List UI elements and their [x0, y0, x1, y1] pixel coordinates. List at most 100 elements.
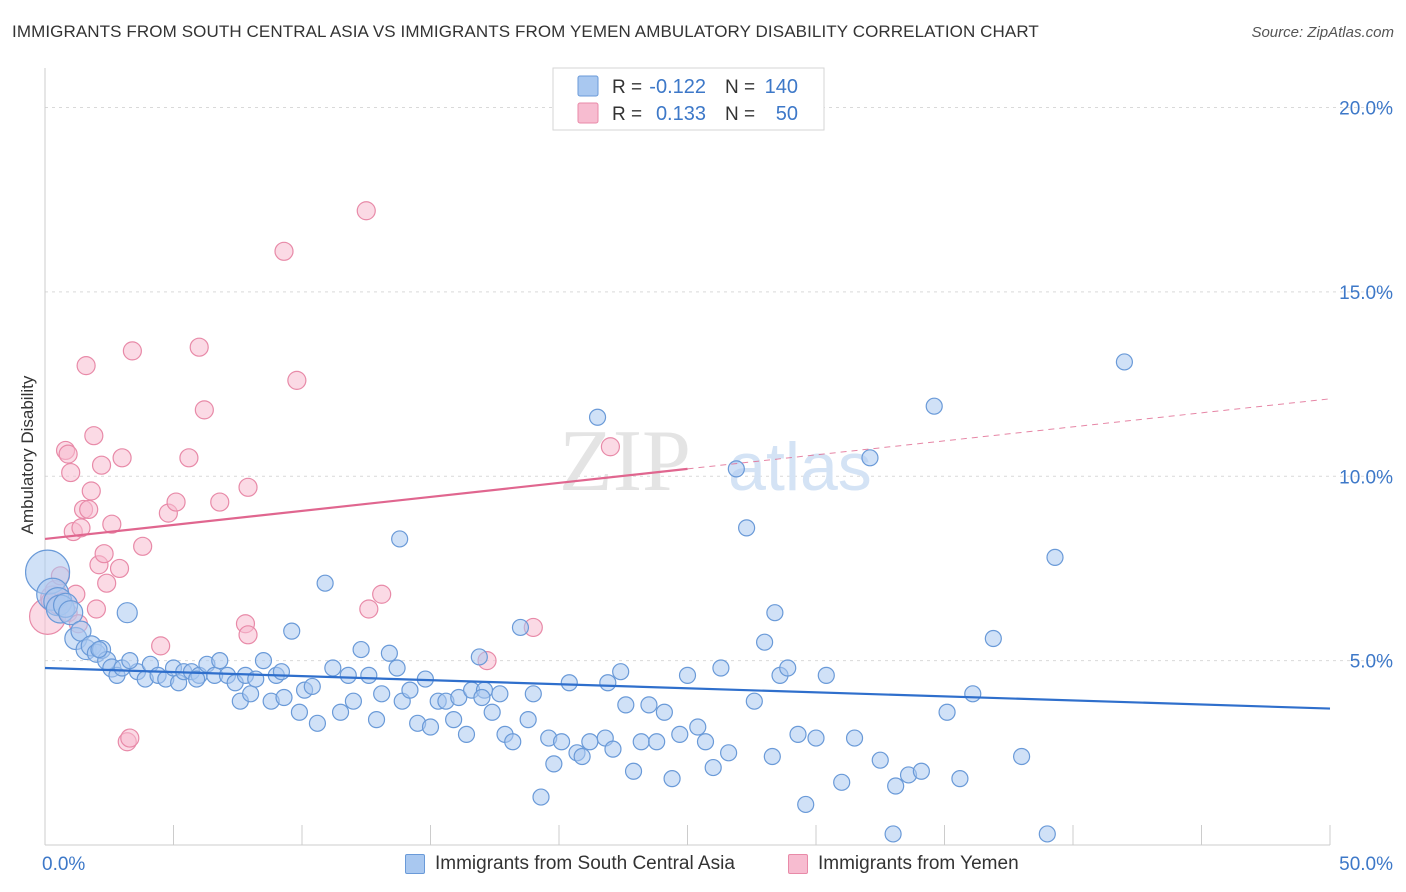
yemen-point-15: [84, 426, 104, 446]
south-central-asia-point-67: [470, 648, 488, 666]
south-central-asia-point-109: [789, 725, 807, 743]
south-central-asia-point-94: [663, 770, 681, 788]
x-tick-label-1: 50.0%: [1339, 854, 1393, 875]
yemen-point-30: [179, 448, 199, 468]
south-central-asia-point-60: [421, 718, 440, 736]
south-central-asia-point-131: [272, 663, 291, 681]
south-central-asia-point-105: [755, 633, 774, 651]
yemen-point-10: [71, 518, 91, 538]
watermark-zip: ZIP: [559, 413, 691, 510]
legend-r-label-1: R =: [612, 77, 642, 98]
south-central-asia-point-51: [360, 666, 378, 684]
yemen-point-19: [94, 544, 114, 564]
legend-n-label-2: N =: [725, 104, 755, 125]
south-central-asia-point-57: [401, 681, 419, 699]
yemen-point-18: [91, 455, 112, 475]
south-central-asia-point-115: [861, 449, 879, 467]
south-central-asia-point-46: [324, 659, 342, 677]
bottom-legend-label-south-central-asia: Immigrants from South Central Asia: [435, 853, 735, 874]
south-central-asia-point-45: [316, 574, 334, 592]
south-central-asia-point-83: [581, 733, 599, 751]
south-central-asia-point-134: [90, 640, 108, 659]
yemen-point-21: [109, 558, 130, 579]
south-central-asia-point-106: [763, 747, 781, 766]
south-central-asia-point-72: [504, 733, 522, 751]
south-central-asia-point-108: [779, 659, 797, 677]
yemen-point-41: [372, 584, 392, 604]
yemen-point-37: [274, 241, 294, 261]
south-central-asia-point-64: [450, 688, 468, 707]
south-central-asia-point-49: [344, 692, 362, 710]
south-central-asia-point-92: [648, 733, 666, 751]
south-central-asia-point-79: [552, 733, 571, 751]
x-tick-label-0: 0.0%: [42, 854, 85, 875]
south-central-asia-point-84: [588, 408, 607, 426]
south-central-asia-point-95: [671, 725, 689, 743]
yemen-point-35: [238, 625, 258, 645]
legend-r-value-2: 0.133: [656, 103, 706, 125]
south-central-asia-point-99: [704, 758, 722, 777]
south-central-asia-point-48: [339, 666, 357, 684]
legend-n-value-1: 140: [765, 76, 798, 98]
south-central-asia-point-122: [951, 770, 969, 788]
y-tick-label-0: 5.0%: [1350, 652, 1393, 673]
south-central-asia-point-114: [845, 729, 864, 747]
bottom-legend: Immigrants from South Central Asia Immig…: [0, 850, 1406, 878]
south-central-asia-point-110: [797, 795, 815, 814]
y-tick-labels: 5.0% 10.0% 15.0% 20.0%: [1339, 99, 1393, 673]
gridlines: [45, 107, 1395, 662]
legend-n-value-2: 50: [776, 103, 798, 125]
south-central-asia-point-130: [473, 688, 491, 707]
south-central-asia-point-52: [367, 711, 386, 729]
south-central-asia-point-123: [964, 685, 982, 703]
south-central-asia-point-93: [655, 703, 673, 721]
south-central-asia-point-80: [560, 674, 578, 692]
y-tick-label-3: 20.0%: [1339, 99, 1393, 120]
yemen-point-33: [210, 492, 230, 512]
south-central-asia-point-126: [1046, 548, 1064, 566]
south-central-asia-point-63: [445, 711, 463, 729]
south-central-asia-point-136: [599, 674, 617, 692]
south-central-asia-point-5: [58, 600, 84, 626]
legend-swatch-pink: [577, 102, 599, 124]
south-central-asia-point-29: [211, 652, 229, 670]
source-label: Source: ZipAtlas.com: [1251, 24, 1394, 41]
south-central-asia-point-129: [884, 825, 902, 843]
south-central-asia-point-87: [612, 663, 630, 681]
yemen-point-26: [133, 536, 153, 556]
south-central-asia-point-97: [689, 718, 707, 736]
bottom-legend-item-south-central-asia: Immigrants from South Central Asia: [405, 850, 735, 878]
x-tick-labels: 0.0% 50.0%: [42, 854, 1393, 875]
south-central-asia-point-16: [116, 602, 138, 624]
yemen-point-38: [287, 370, 307, 390]
yemen-point-24: [120, 728, 140, 748]
south-central-asia-point-137: [391, 530, 409, 548]
south-central-asia-point-82: [573, 747, 591, 766]
legend-r-value-1: -0.122: [649, 76, 706, 98]
yemen-point-6: [58, 444, 78, 464]
south-central-asia-point-111: [807, 729, 825, 747]
south-central-asia-point-69: [483, 703, 501, 721]
south-central-asia-point-74: [519, 711, 537, 729]
south-central-asia-point-88: [617, 696, 635, 714]
trend-lines: [44, 398, 1331, 710]
yemen-point-40: [359, 599, 379, 619]
south-central-asia-point-120: [925, 397, 943, 415]
trend-line-yemen-extension: [687, 398, 1331, 470]
south-central-asia-point-127: [1115, 353, 1134, 371]
yemen-point-32: [194, 400, 214, 420]
south-central-asia-point-117: [887, 777, 905, 795]
yemen-point-12: [76, 356, 96, 376]
bottom-legend-item-yemen: Immigrants from Yemen: [788, 850, 1019, 878]
south-central-asia-point-65: [457, 725, 476, 743]
south-central-asia-point-89: [624, 762, 643, 780]
south-central-asia-point-73: [511, 618, 530, 637]
y-tick-label-1: 10.0%: [1339, 467, 1393, 488]
yemen-point-7: [61, 462, 81, 483]
yemen-point-13: [79, 499, 99, 520]
south-central-asia-point-34: [242, 685, 260, 703]
south-central-asia-point-100: [712, 659, 730, 677]
south-central-asia-point-103: [738, 519, 756, 537]
yemen-point-14: [81, 481, 101, 501]
south-central-asia-point-132: [188, 670, 206, 688]
